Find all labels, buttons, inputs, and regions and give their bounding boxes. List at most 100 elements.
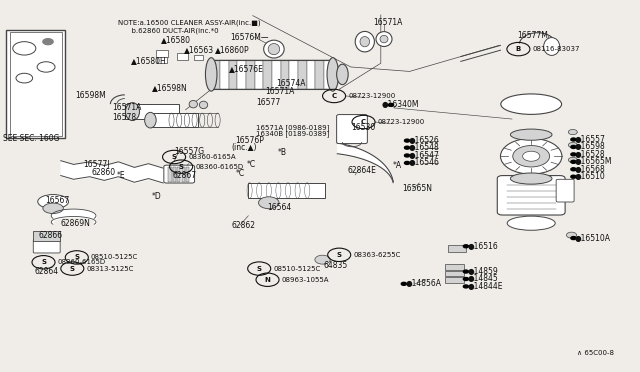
Bar [324, 60, 333, 89]
Text: 08510-5125C: 08510-5125C [91, 254, 138, 260]
Circle shape [513, 145, 550, 167]
Circle shape [571, 138, 576, 141]
Ellipse shape [360, 36, 370, 47]
Bar [307, 60, 316, 89]
Bar [168, 167, 172, 182]
Bar [125, 104, 179, 119]
Text: 16576P: 16576P [235, 136, 264, 145]
Text: C: C [361, 119, 366, 125]
Text: S: S [70, 266, 75, 272]
Text: S: S [172, 154, 177, 160]
Bar [10, 32, 62, 136]
Bar [289, 60, 298, 89]
Circle shape [404, 154, 410, 157]
Text: ●16516: ●16516 [467, 242, 498, 251]
Text: *C: *C [247, 160, 256, 169]
Text: 16578: 16578 [112, 113, 136, 122]
Text: C: C [332, 93, 337, 99]
Bar [157, 57, 167, 63]
Circle shape [566, 232, 577, 238]
Text: 16576M—: 16576M— [230, 33, 269, 42]
Text: 16571A [0986-0189]: 16571A [0986-0189] [256, 124, 330, 131]
Bar [220, 60, 228, 89]
Bar [177, 53, 188, 60]
Circle shape [43, 39, 53, 45]
Text: 08510-5125C: 08510-5125C [273, 266, 321, 272]
Bar [177, 167, 180, 182]
Bar [298, 60, 307, 89]
Bar [272, 60, 281, 89]
Circle shape [571, 153, 576, 156]
Text: 16340B [0189-0389]: 16340B [0189-0389] [256, 130, 330, 137]
Text: ●16547: ●16547 [408, 151, 439, 160]
Text: 16565N: 16565N [402, 185, 432, 193]
Text: 16567: 16567 [45, 196, 69, 205]
Text: 16564: 16564 [268, 203, 292, 212]
Text: 16530: 16530 [351, 123, 375, 132]
Text: ∧ 65C00-8: ∧ 65C00-8 [577, 350, 614, 356]
Text: ▲16563: ▲16563 [184, 45, 214, 54]
FancyBboxPatch shape [497, 176, 565, 215]
Text: 16571A: 16571A [266, 87, 295, 96]
Bar [33, 231, 60, 241]
Text: NOTE:a.16500 CLEANER ASSY-AIR(inc.■): NOTE:a.16500 CLEANER ASSY-AIR(inc.■) [118, 19, 261, 26]
Text: S: S [41, 259, 46, 265]
Ellipse shape [125, 103, 140, 121]
Text: 16577: 16577 [256, 98, 280, 107]
Text: 62866: 62866 [38, 231, 63, 240]
Text: ●16528: ●16528 [575, 150, 605, 159]
Ellipse shape [543, 38, 559, 55]
Ellipse shape [327, 58, 339, 91]
Bar [248, 183, 325, 198]
Bar [281, 60, 289, 89]
Text: S: S [179, 164, 184, 170]
Text: ●16340M: ●16340M [381, 100, 419, 109]
Text: *E: *E [117, 171, 125, 180]
Text: ●16526: ●16526 [408, 136, 439, 145]
Text: 08723-12900: 08723-12900 [378, 119, 425, 125]
Ellipse shape [376, 32, 392, 46]
Bar [211, 60, 220, 89]
Bar [6, 30, 65, 138]
Circle shape [388, 103, 394, 106]
Text: S: S [74, 254, 79, 260]
Text: *B: *B [278, 148, 287, 157]
Text: ●14845: ●14845 [467, 275, 498, 283]
FancyBboxPatch shape [164, 165, 195, 183]
Ellipse shape [205, 58, 217, 91]
Ellipse shape [500, 94, 562, 115]
Ellipse shape [510, 129, 552, 140]
Circle shape [401, 282, 406, 285]
Circle shape [571, 175, 576, 178]
Text: *C: *C [236, 169, 244, 178]
Circle shape [315, 255, 330, 264]
Circle shape [463, 285, 468, 288]
Circle shape [523, 151, 540, 161]
Ellipse shape [43, 203, 63, 214]
Circle shape [571, 160, 576, 163]
FancyBboxPatch shape [556, 179, 574, 202]
Text: ●14856A: ●14856A [405, 279, 441, 288]
Circle shape [404, 146, 410, 149]
Text: 62862: 62862 [232, 221, 256, 230]
Bar [150, 113, 198, 127]
Text: ▲16580H: ▲16580H [131, 56, 167, 65]
Ellipse shape [380, 35, 388, 43]
Text: S: S [257, 266, 262, 272]
Circle shape [571, 145, 576, 148]
FancyBboxPatch shape [33, 240, 60, 253]
Text: ▲16860P: ▲16860P [215, 45, 250, 54]
Circle shape [259, 197, 279, 209]
Bar [316, 60, 324, 89]
Text: ●14859: ●14859 [467, 267, 498, 276]
Ellipse shape [268, 44, 280, 55]
Ellipse shape [145, 112, 156, 128]
Ellipse shape [355, 31, 374, 52]
Text: SEE SEC. 160G: SEE SEC. 160G [3, 134, 60, 143]
Circle shape [500, 138, 562, 174]
Text: S: S [337, 252, 342, 258]
Bar [246, 60, 255, 89]
Text: 16571A: 16571A [373, 18, 403, 27]
Text: 08360-6165A: 08360-6165A [188, 154, 236, 160]
Text: ●16510A: ●16510A [575, 234, 611, 243]
